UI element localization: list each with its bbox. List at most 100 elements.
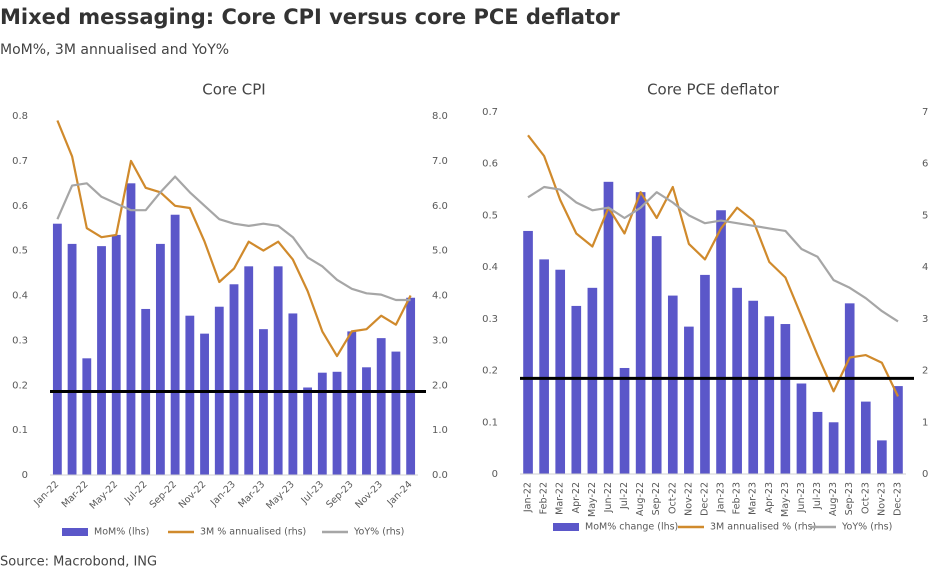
bar: [362, 367, 371, 475]
x-tick-label: Apr-22: [571, 482, 582, 513]
y-tick-label: 0.1: [12, 425, 28, 436]
legend-label: YoY% (rhs): [841, 522, 892, 533]
x-tick-label: Jan-23: [716, 482, 727, 513]
y-tick-label: 0.2: [482, 366, 498, 377]
x-tick-label: Mar-22: [555, 482, 566, 515]
bar: [347, 331, 357, 475]
x-tick-label: Jun-23: [796, 482, 807, 513]
y-tick-label: 0.8: [12, 111, 28, 122]
bar: [288, 313, 298, 475]
bar: [406, 297, 416, 475]
bar: [877, 440, 887, 474]
bar: [700, 274, 710, 474]
bar: [67, 243, 77, 475]
y2-tick-label: 2.0: [432, 380, 448, 391]
y-tick-label: 0.5: [482, 210, 498, 221]
x-tick-label: Sep-23: [324, 479, 355, 510]
bar: [764, 316, 775, 474]
line-series: [56, 120, 412, 358]
x-tick-label: May-22: [587, 482, 598, 517]
x-tick-label: May-23: [780, 482, 791, 517]
x-tick-label: Jul-23: [299, 479, 327, 507]
legend-label: MoM% change (lhs): [585, 522, 678, 533]
y-tick-label: 0.6: [482, 159, 498, 170]
page-title: Mixed messaging: Core CPI versus core PC…: [0, 5, 620, 29]
bar: [523, 230, 533, 474]
x-tick-label: Dec-22: [699, 482, 710, 516]
page-subtitle: MoM%, 3M annualised and YoY%: [0, 42, 229, 58]
x-tick-label: Sep-23: [844, 482, 855, 515]
bar: [303, 387, 313, 475]
y-tick-label: 0.4: [482, 262, 498, 273]
bar: [185, 315, 195, 475]
y-tick-label: 0: [22, 470, 28, 481]
legend-label: MoM% (lhs): [94, 527, 149, 538]
x-tick-label: Apr-23: [764, 482, 775, 513]
x-tick-label: Jul-23: [812, 482, 823, 510]
bar: [812, 411, 823, 474]
x-tick-label: Jan-22: [31, 479, 61, 509]
bar: [635, 192, 646, 474]
bar: [170, 214, 180, 475]
x-tick-label: Dec-23: [892, 482, 903, 516]
x-tick-label: Aug-23: [828, 482, 839, 516]
x-tick-label: Jul-22: [122, 479, 150, 507]
legend-label: YoY% (rhs): [353, 527, 404, 538]
y2-tick-label: 8.0: [432, 111, 448, 122]
y2-tick-label: 3.0: [432, 335, 448, 346]
bar: [780, 324, 791, 474]
x-tick-label: Aug-22: [635, 482, 646, 516]
bar: [732, 287, 742, 474]
legend-label: 3M annualised % (rhs): [710, 522, 816, 533]
x-tick-label: Feb-22: [539, 482, 550, 514]
bar: [587, 287, 598, 474]
bar: [571, 305, 582, 474]
y2-tick-label: 1.0: [432, 425, 448, 436]
chart-title: Core PCE deflator: [647, 81, 780, 99]
x-tick-label: Jan-22: [523, 482, 534, 513]
bar: [97, 246, 106, 475]
y-tick-label: 0.6: [12, 201, 28, 212]
y-tick-label: 0.2: [12, 380, 28, 391]
source: Source: Macrobond, ING: [0, 555, 157, 570]
bar: [860, 401, 871, 474]
bar: [82, 358, 92, 475]
x-tick-label: Jul-22: [619, 482, 630, 510]
line-series: [527, 134, 899, 397]
y2-tick-label: 2: [922, 366, 928, 377]
y2-tick-label: 7: [922, 107, 928, 118]
y2-tick-label: 1: [922, 417, 928, 428]
chart-title: Core CPI: [202, 81, 265, 99]
y2-tick-label: 4: [922, 262, 928, 273]
y-tick-label: 0.3: [12, 335, 28, 346]
x-tick-label: Jan-24: [385, 479, 415, 509]
y2-tick-label: 5.0: [432, 246, 448, 257]
bar: [619, 367, 630, 474]
bar: [332, 371, 342, 475]
y-tick-label: 0.3: [482, 314, 498, 325]
y2-tick-label: 4.0: [432, 291, 448, 302]
bar: [748, 300, 759, 474]
bar: [667, 295, 678, 474]
bar: [684, 326, 694, 474]
x-tick-label: Nov-23: [353, 479, 385, 511]
y-tick-label: 0.4: [12, 291, 28, 302]
x-tick-label: Jun-22: [603, 482, 614, 513]
bar: [555, 269, 566, 474]
line-series: [527, 185, 899, 323]
y2-tick-label: 0: [922, 469, 928, 480]
y-tick-label: 0.1: [482, 417, 498, 428]
x-tick-label: Nov-22: [683, 482, 694, 516]
bar: [155, 243, 165, 475]
bar: [539, 259, 549, 474]
x-tick-label: Mar-23: [748, 482, 759, 515]
y-tick-label: 0.5: [12, 246, 28, 257]
bar: [244, 266, 254, 475]
x-tick-label: Jan-23: [208, 479, 238, 509]
x-tick-label: Oct-23: [860, 482, 871, 514]
x-tick-label: Mar-22: [60, 479, 91, 510]
x-tick-label: Oct-22: [667, 482, 678, 514]
y2-tick-label: 5: [922, 210, 928, 221]
y2-tick-label: 0.0: [432, 470, 448, 481]
